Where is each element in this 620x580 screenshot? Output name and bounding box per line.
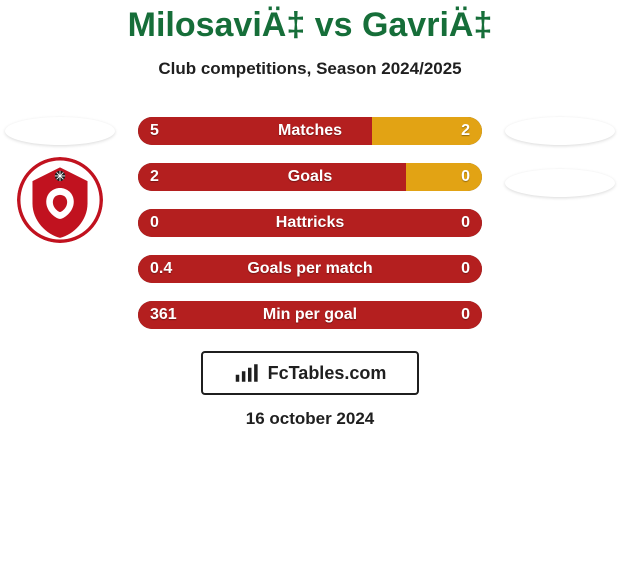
left-flag-placeholder [5, 117, 115, 145]
right-club-column [500, 117, 620, 197]
stat-left-value: 5 [150, 117, 159, 145]
page-subtitle: Club competitions, Season 2024/2025 [158, 59, 461, 79]
stat-label: Goals per match [247, 255, 372, 283]
stat-right-value: 0 [461, 255, 470, 283]
stat-bar-right [406, 163, 482, 191]
stat-right-value: 0 [461, 163, 470, 191]
date-text: 16 october 2024 [246, 409, 375, 429]
page-title: MilosaviÄ‡ vs GavriÄ‡ [128, 6, 493, 45]
stat-right-value: 0 [461, 209, 470, 237]
stat-bar-left [138, 163, 406, 191]
stat-left-value: 0.4 [150, 255, 172, 283]
stat-left-value: 0 [150, 209, 159, 237]
stat-left-value: 2 [150, 163, 159, 191]
stat-row: 2 Goals 0 [138, 163, 482, 191]
comparison-area: 5 Matches 2 2 Goals 0 0 Hattricks 0 0.4 Goals per … [0, 117, 620, 329]
stat-left-value: 361 [150, 301, 177, 329]
bar-chart-icon [234, 362, 262, 384]
stat-right-value: 2 [461, 117, 470, 145]
stat-label: Goals [288, 163, 332, 191]
stat-label: Hattricks [276, 209, 344, 237]
source-logo-text: FcTables.com [268, 363, 387, 384]
source-logo: FcTables.com [201, 351, 419, 395]
stat-row: 0.4 Goals per match 0 [138, 255, 482, 283]
stat-right-value: 0 [461, 301, 470, 329]
stat-row: 5 Matches 2 [138, 117, 482, 145]
right-club-crest-placeholder [505, 169, 615, 197]
stats-list: 5 Matches 2 2 Goals 0 0 Hattricks 0 0.4 Goals per … [138, 117, 482, 329]
stat-label: Min per goal [263, 301, 357, 329]
stat-row: 0 Hattricks 0 [138, 209, 482, 237]
stat-row: 361 Min per goal 0 [138, 301, 482, 329]
stat-label: Matches [278, 117, 342, 145]
left-club-column [0, 117, 120, 243]
left-club-crest [17, 157, 103, 243]
right-flag-placeholder [505, 117, 615, 145]
